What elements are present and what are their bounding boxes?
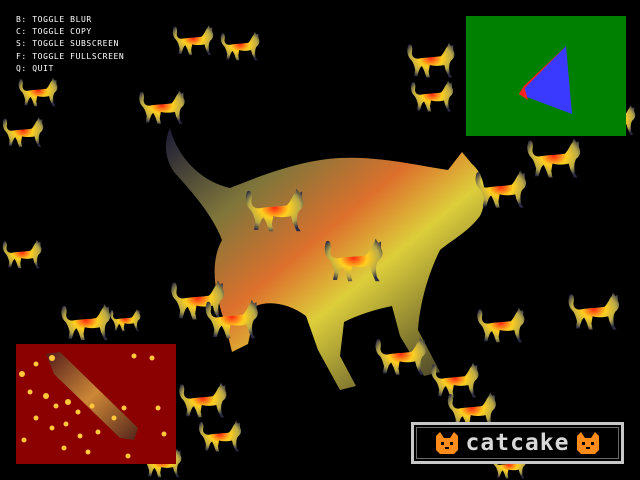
- help-line-subscreen: S: TOGGLE SUBSCREEN: [16, 39, 119, 49]
- cat-sprite: [198, 420, 242, 452]
- cat-sprite: [477, 307, 525, 343]
- help-line-blur: B: TOGGLE BLUR: [16, 15, 92, 24]
- cat-sprite: [527, 138, 581, 178]
- cat-sprite: [110, 308, 141, 332]
- controls-help: B: TOGGLE BLUR C: TOGGLE COPY S: TOGGLE …: [16, 14, 124, 75]
- cat-sprite: [568, 292, 620, 330]
- cat-sprite: [18, 77, 58, 107]
- big-cat-silhouette: [165, 128, 485, 390]
- cat-sprite: [172, 25, 214, 55]
- help-line-quit: Q: QUIT: [16, 63, 54, 73]
- cat-sprite: [2, 239, 42, 269]
- triangle-icon: [519, 46, 572, 114]
- cat-sprite: [139, 90, 185, 124]
- cat-sprite: [61, 304, 111, 340]
- cat-sprite: [179, 382, 227, 418]
- cat-face-icon: [435, 432, 458, 454]
- logo-text: catcake: [465, 429, 570, 456]
- subscreen-view: [466, 16, 626, 136]
- copy-view: [16, 344, 176, 464]
- cat-sprite: [2, 117, 44, 147]
- cat-sprite: [220, 31, 260, 61]
- cat-sprite: [410, 80, 454, 112]
- copy-view-scene: [19, 352, 167, 459]
- catcake-logo: catcake: [411, 422, 624, 464]
- cat-sprite: [407, 42, 455, 78]
- cat-face-icon: [577, 432, 600, 454]
- cat-sprite: [375, 337, 427, 375]
- help-line-copy: C: TOGGLE COPY: [16, 27, 92, 37]
- help-line-fullscreen: F: TOGGLE FULLSCREEN: [16, 51, 125, 61]
- cat-sprite: [171, 280, 225, 320]
- cat-sprite: [431, 362, 479, 398]
